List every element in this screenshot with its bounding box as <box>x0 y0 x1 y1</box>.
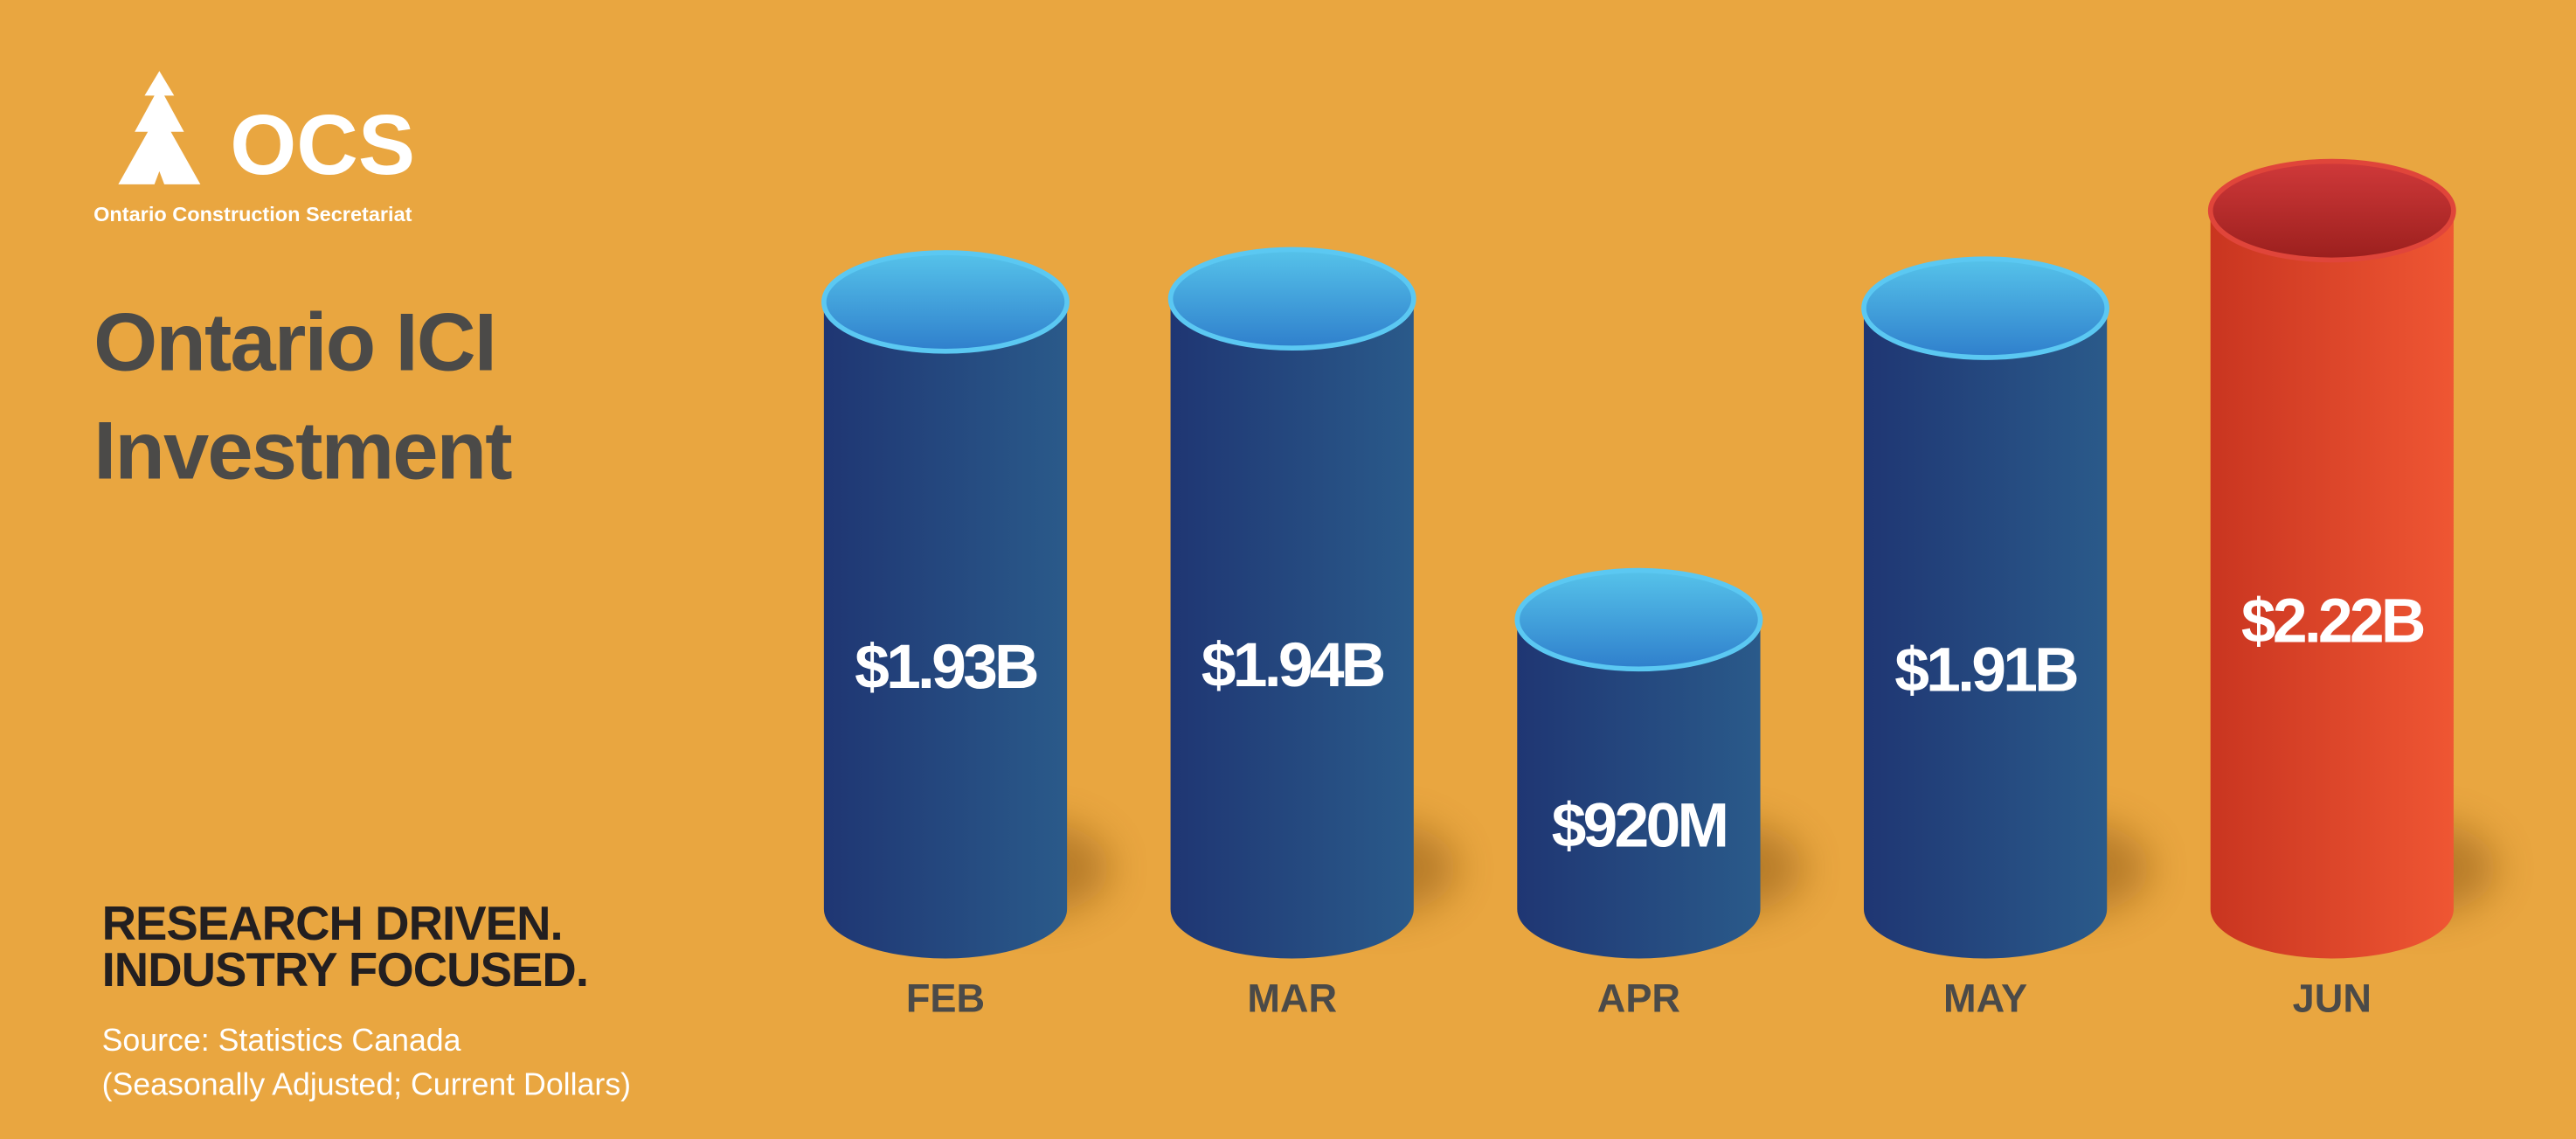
bars: $1.93B FEB $1.94B MAR $920M APR $1.91B MAY $2.22… <box>821 158 2496 1020</box>
value-label: $2.22B <box>2241 587 2424 656</box>
value-label: $920M <box>1552 791 1727 861</box>
bar-top <box>1514 567 1763 672</box>
value-label: $1.91B <box>1894 635 2077 705</box>
bar <box>1170 298 1414 959</box>
logo-name: Ontario Construction Secretariat <box>93 203 412 226</box>
logo-shape <box>118 71 201 184</box>
bar-top <box>1861 256 2110 360</box>
title-box: Ontario ICI Investment <box>93 295 512 497</box>
chart-title: Ontario ICI Investment <box>93 295 512 497</box>
bar <box>1863 308 2108 959</box>
x-tick-label: APR <box>1597 976 1680 1020</box>
source-note: (Seasonally Adjusted; Current Dollars) <box>102 1067 632 1102</box>
logo-icon <box>118 71 201 184</box>
tagline: RESEARCH DRIVEN. <box>102 897 563 950</box>
bar <box>2210 211 2454 959</box>
bar <box>1517 619 1761 959</box>
x-tick-label: MAY <box>1943 976 2027 1020</box>
bar <box>823 302 1068 959</box>
x-tick-label: JUN <box>2293 976 2372 1020</box>
bar-top <box>821 250 1070 354</box>
logo-mark: OCS <box>230 97 415 192</box>
value-label: $1.94B <box>1201 630 1384 700</box>
x-tick-label: FEB <box>906 976 985 1020</box>
tagline: INDUSTRY FOCUSED. <box>102 943 589 997</box>
x-tick-label: MAR <box>1247 976 1337 1020</box>
source: Source: Statistics Canada <box>102 1023 461 1058</box>
value-label: $1.93B <box>855 632 1037 702</box>
bar-top <box>2207 158 2456 263</box>
bar-top <box>1167 247 1416 351</box>
